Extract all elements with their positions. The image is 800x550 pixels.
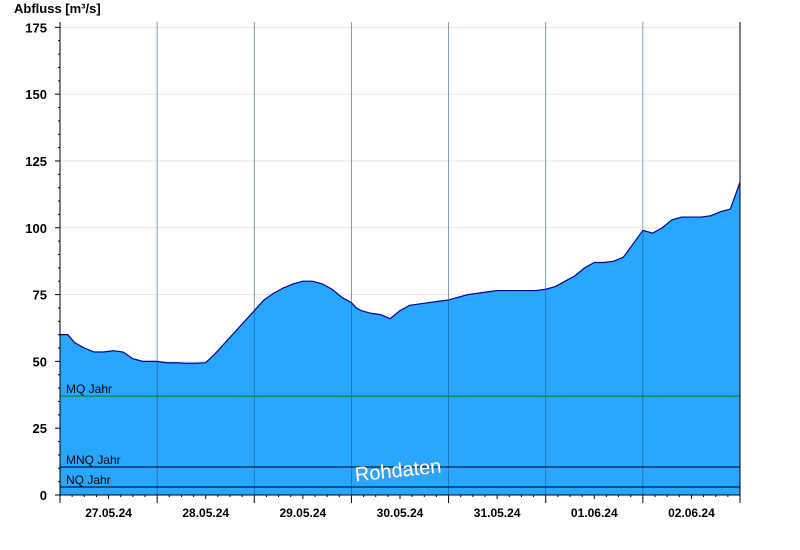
area-line — [60, 182, 741, 364]
y-tick-label: 100 — [25, 221, 47, 236]
day-separators — [156, 22, 644, 495]
gridlines — [60, 26, 740, 429]
x-tick-label: 02.06.24 — [668, 506, 715, 520]
reference-line-label: MNQ Jahr — [66, 453, 121, 467]
y-tick-label: 75 — [33, 288, 47, 303]
x-tick-label: 27.05.24 — [85, 506, 132, 520]
y-tick-label: 0 — [40, 488, 47, 503]
y-tick-label: 25 — [33, 421, 47, 436]
area-series — [60, 182, 741, 495]
y-tick-label: 175 — [25, 20, 47, 35]
x-tick-label: 01.06.24 — [571, 506, 618, 520]
reference-lines: MQ Jahr MNQ Jahr NQ Jahr — [60, 382, 740, 488]
axes: 0 25 50 75 100 125 150 175 27.05.24 28.05.24 29.05… — [25, 20, 741, 520]
area-fill — [60, 182, 740, 495]
x-tick-label: 30.05.24 — [377, 506, 424, 520]
y-tick-label: 125 — [25, 154, 47, 169]
reference-line-label: NQ Jahr — [66, 473, 111, 487]
reference-line-label: MQ Jahr — [66, 382, 112, 396]
x-tick-label: 31.05.24 — [474, 506, 521, 520]
x-tick-label: 28.05.24 — [182, 506, 229, 520]
x-tick-label: 29.05.24 — [279, 506, 326, 520]
y-axis-label: Abfluss [m³/s] — [14, 1, 101, 16]
y-tick-label: 150 — [25, 87, 47, 102]
y-tick-label: 50 — [33, 354, 47, 369]
